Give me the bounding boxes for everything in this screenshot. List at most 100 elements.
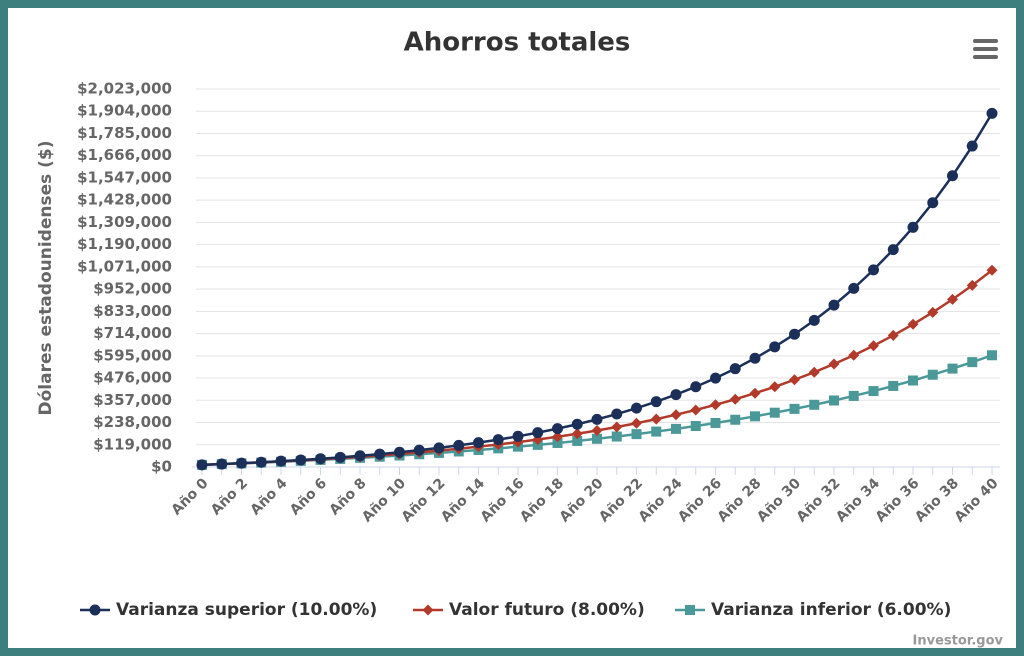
- panel: [8, 8, 1016, 648]
- legend-marker: [422, 604, 434, 616]
- menu-button[interactable]: [973, 39, 998, 59]
- point: [710, 372, 721, 384]
- point: [532, 427, 544, 439]
- point: [808, 366, 820, 378]
- point: [769, 381, 781, 393]
- point: [828, 299, 840, 311]
- point: [671, 423, 681, 434]
- y-tick-label: $119,000: [93, 435, 172, 453]
- point: [848, 282, 860, 294]
- point: [591, 424, 603, 436]
- y-tick-label: $833,000: [93, 302, 172, 320]
- point: [650, 396, 662, 408]
- point: [908, 375, 918, 386]
- point: [354, 450, 366, 462]
- point: [888, 380, 899, 391]
- point: [631, 402, 642, 414]
- point: [947, 363, 958, 374]
- point: [868, 340, 879, 352]
- point: [552, 423, 563, 435]
- point: [690, 420, 701, 431]
- point: [611, 421, 623, 433]
- y-tick-label: $595,000: [93, 346, 172, 364]
- point: [749, 387, 761, 399]
- point: [196, 459, 208, 471]
- point: [650, 413, 662, 425]
- point: [611, 408, 623, 420]
- point: [927, 369, 938, 380]
- y-tick-label: $1,190,000: [77, 235, 172, 253]
- point: [887, 329, 899, 341]
- point: [927, 306, 939, 318]
- y-tick-label: $1,428,000: [77, 191, 172, 209]
- point: [670, 389, 682, 401]
- chart-title: Ahorros totales: [404, 28, 631, 58]
- point: [295, 454, 307, 466]
- point: [986, 264, 998, 276]
- y-tick-label: $238,000: [93, 413, 172, 431]
- point: [591, 413, 603, 425]
- point: [808, 314, 820, 326]
- y-tick-label: $476,000: [93, 369, 172, 387]
- point: [887, 244, 899, 256]
- point: [236, 457, 247, 469]
- point: [512, 430, 524, 442]
- legend-marker: [685, 605, 695, 615]
- point: [592, 433, 602, 444]
- point: [907, 221, 919, 233]
- y-tick-label: $1,666,000: [77, 146, 172, 164]
- y-tick-label: $1,071,000: [77, 257, 172, 275]
- legend-label: Varianza inferior (6.00%): [711, 600, 951, 620]
- point: [315, 453, 326, 465]
- point: [690, 404, 702, 416]
- point: [571, 428, 583, 440]
- point: [750, 411, 760, 422]
- point: [769, 341, 781, 353]
- point: [987, 350, 997, 361]
- point: [967, 357, 978, 368]
- point: [710, 399, 721, 411]
- y-tick-label: $357,000: [93, 391, 172, 409]
- point: [986, 107, 998, 119]
- y-tick-label: $1,785,000: [77, 124, 172, 142]
- y-tick-label: $1,309,000: [77, 213, 172, 231]
- point: [413, 444, 425, 456]
- point: [394, 446, 405, 458]
- point: [809, 399, 820, 410]
- point: [374, 448, 386, 460]
- point: [907, 318, 919, 330]
- point: [947, 293, 958, 305]
- credits: Investor.gov: [913, 634, 1004, 649]
- legend-label: Varianza superior (10.00%): [116, 600, 377, 620]
- y-tick-label: $1,547,000: [77, 168, 172, 186]
- point: [492, 434, 504, 446]
- point: [729, 363, 741, 375]
- point: [433, 442, 445, 454]
- point: [572, 435, 583, 446]
- point: [966, 279, 978, 291]
- y-tick-label: $952,000: [93, 280, 172, 298]
- legend-item[interactable]: Varianza inferior (6.00%): [675, 600, 951, 620]
- point: [730, 414, 741, 425]
- point: [868, 386, 879, 397]
- point: [334, 451, 346, 463]
- point: [453, 439, 465, 451]
- point: [255, 456, 267, 468]
- point: [552, 437, 563, 448]
- point: [868, 264, 879, 276]
- point: [690, 381, 702, 393]
- point: [848, 390, 859, 401]
- point: [729, 393, 741, 405]
- legend-marker: [89, 604, 101, 616]
- point: [789, 403, 800, 414]
- y-tick-label: $714,000: [93, 324, 172, 342]
- legend-label: Valor futuro (8.00%): [449, 600, 645, 620]
- legend-item[interactable]: Valor futuro (8.00%): [413, 600, 645, 620]
- point: [848, 349, 860, 361]
- point: [769, 407, 780, 418]
- y-axis-title: Dólares estadounidenses ($): [36, 140, 56, 415]
- point: [789, 328, 800, 340]
- point: [710, 417, 721, 428]
- legend-item[interactable]: Varianza superior (10.00%): [80, 600, 377, 620]
